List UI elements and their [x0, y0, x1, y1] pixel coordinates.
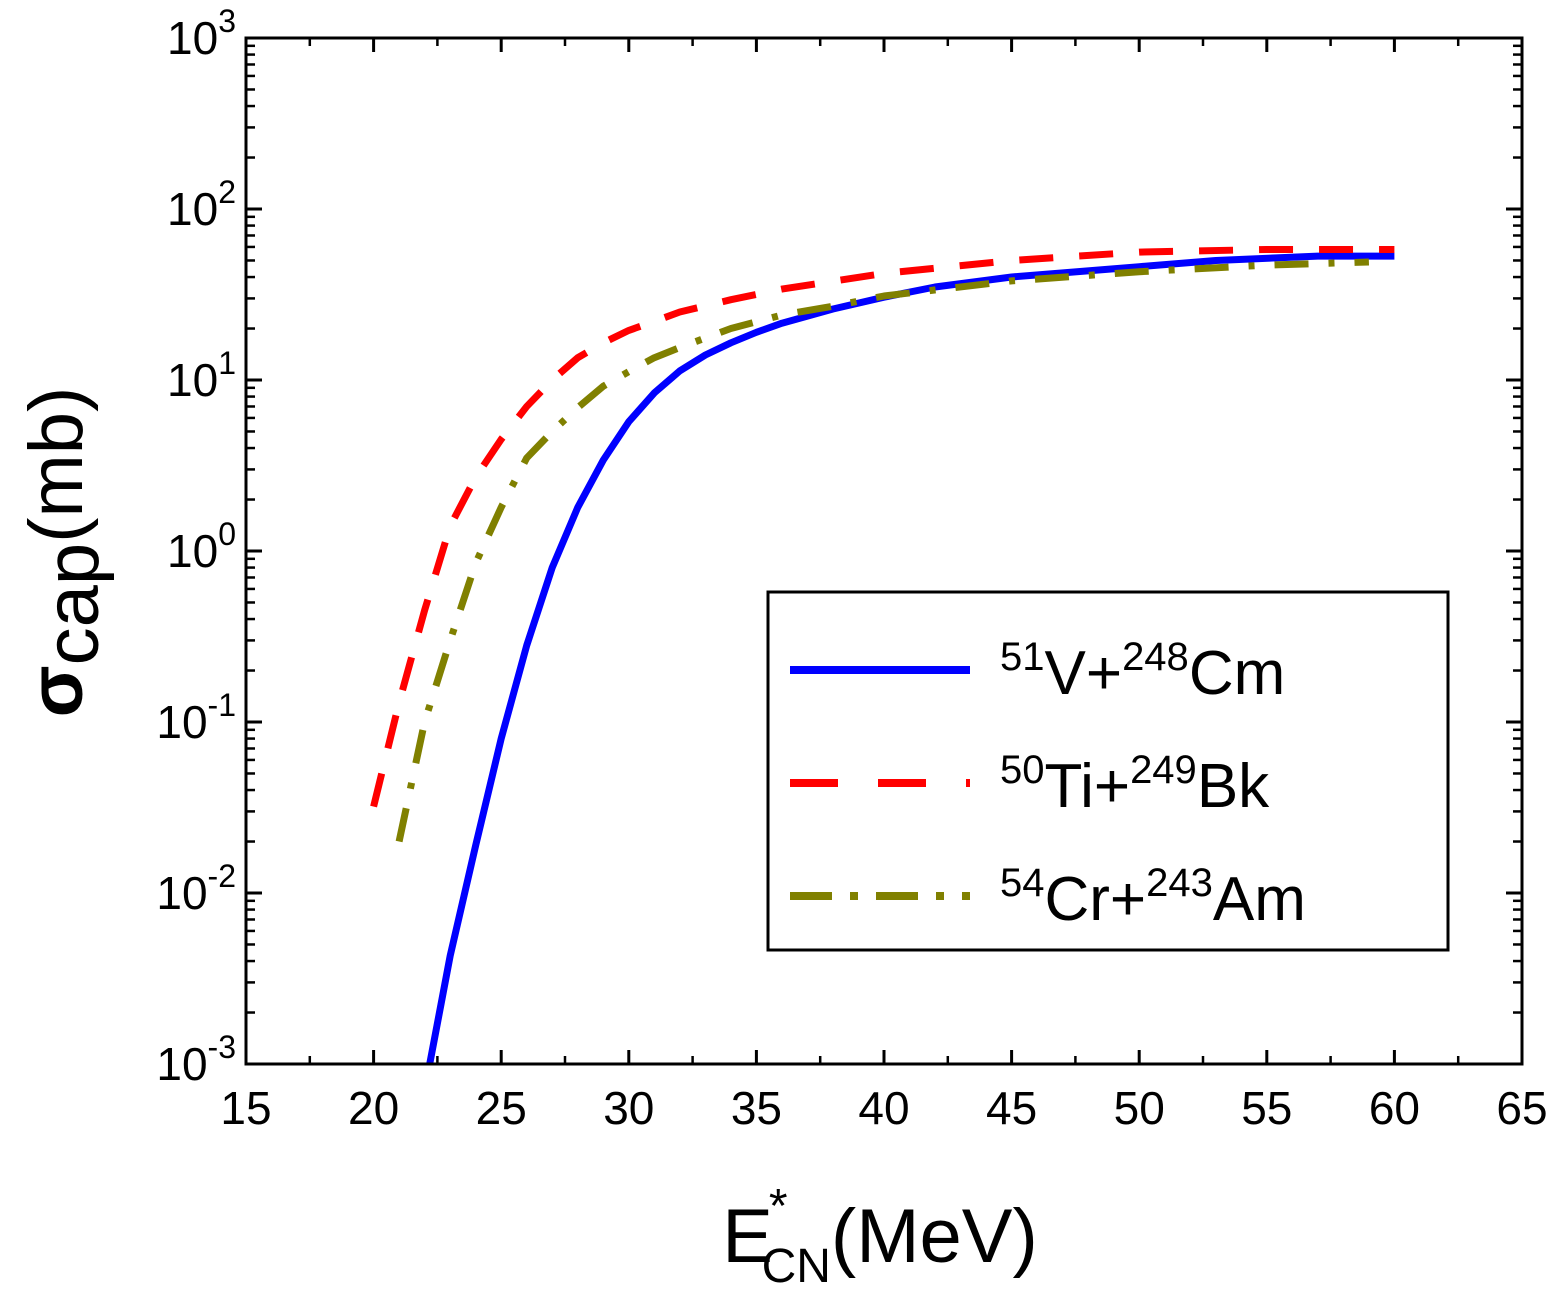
- legend-element-2: Am: [1213, 865, 1306, 934]
- x-tick-label: 25: [476, 1082, 527, 1134]
- y-tick-exponent: 0: [218, 516, 236, 552]
- series-line-3: [395, 258, 1370, 843]
- y-tick-base: 10: [167, 183, 218, 235]
- x-tick-label: 65: [1496, 1082, 1547, 1134]
- x-tick-label: 30: [603, 1082, 654, 1134]
- legend-mass-1: 50: [1000, 748, 1045, 792]
- legend-label-1: 51V+248Cm: [1000, 635, 1285, 708]
- y-tick-base: 10: [156, 867, 207, 919]
- y-tick-exponent: 1: [218, 345, 236, 381]
- y-tick-label: 102: [167, 174, 236, 235]
- y-tick-exponent: -2: [208, 858, 236, 894]
- x-tick-label: 35: [731, 1082, 782, 1134]
- legend-label-3: 54Cr+243Am: [1000, 861, 1306, 934]
- legend-element-2: Bk: [1197, 752, 1270, 821]
- y-tick-base: 10: [167, 354, 218, 406]
- y-axis-title-sub: cap: [30, 543, 115, 666]
- x-tick-label: 15: [220, 1082, 271, 1134]
- x-axis-title-sup: *: [769, 1180, 788, 1233]
- legend-mass-1: 54: [1000, 861, 1045, 905]
- y-tick-label: 10-2: [156, 858, 236, 919]
- x-tick-label: 20: [348, 1082, 399, 1134]
- legend-element-1: Ti+: [1045, 752, 1131, 821]
- y-tick-label: 10-1: [156, 687, 236, 748]
- legend-mass-1: 51: [1000, 635, 1045, 679]
- y-tick-exponent: 3: [218, 3, 236, 39]
- y-tick-label: 103: [167, 3, 236, 64]
- x-tick-label: 50: [1114, 1082, 1165, 1134]
- legend-label-2: 50Ti+249Bk: [1000, 748, 1270, 821]
- y-axis-title-main: σ: [14, 665, 99, 717]
- y-tick-exponent: 2: [218, 174, 236, 210]
- series-lines: [370, 246, 1395, 1065]
- legend-mass-2: 249: [1130, 748, 1197, 792]
- y-tick-base: 10: [156, 1038, 207, 1090]
- x-tick-label: 60: [1369, 1082, 1420, 1134]
- y-tick-base: 10: [156, 696, 207, 748]
- legend-element-1: Cr+: [1045, 865, 1147, 934]
- x-axis-title-sub: CN: [762, 1240, 831, 1293]
- legend: 51V+248Cm 50Ti+249Bk 54Cr+243Am: [766, 590, 1450, 952]
- plot-frame: [244, 36, 1524, 1066]
- x-tick-label: 45: [986, 1082, 1037, 1134]
- series-line-2: [370, 246, 1395, 808]
- y-axis-title: σcap(mb): [14, 387, 115, 718]
- x-axis-title: E* CN(MeV): [722, 1180, 1038, 1293]
- y-tick-label: 100: [167, 516, 236, 577]
- y-tick-label: 10-3: [156, 1029, 236, 1090]
- y-tick-exponent: -3: [208, 1029, 236, 1065]
- x-axis-title-tail: (MeV): [831, 1194, 1038, 1279]
- y-axis-title-tail: (mb): [14, 387, 99, 543]
- x-tick-labels: 15 20 25 30 35 40 45 50 55 60 65: [220, 1082, 1547, 1134]
- x-axis-title-main: E: [722, 1194, 773, 1279]
- legend-element-2: Cm: [1189, 639, 1285, 708]
- series-line-1: [426, 252, 1395, 1065]
- y-tick-base: 10: [167, 525, 218, 577]
- legend-element-1: V+: [1045, 639, 1123, 708]
- y-tick-label: 101: [167, 345, 236, 406]
- y-tick-base: 10: [167, 12, 218, 64]
- legend-mass-2: 248: [1122, 635, 1189, 679]
- y-tick-exponent: -1: [208, 687, 236, 723]
- legend-mass-2: 243: [1146, 861, 1213, 905]
- legend-box: [766, 590, 1450, 952]
- x-tick-label: 40: [858, 1082, 909, 1134]
- x-tick-label: 55: [1241, 1082, 1292, 1134]
